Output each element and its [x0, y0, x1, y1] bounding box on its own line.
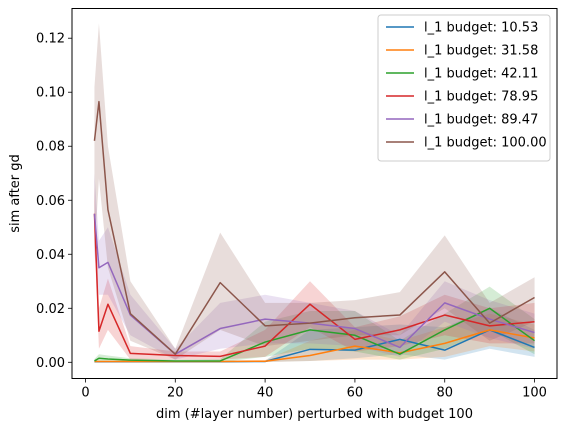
legend-label: l_1 budget: 10.53 [424, 21, 538, 36]
x-axis-label: dim (#layer number) perturbed with budge… [156, 407, 473, 422]
y-tick-label: 0.10 [36, 86, 65, 101]
x-axis-ticks: 0 20 40 60 80 100 [81, 378, 547, 401]
legend-label: l_1 budget: 42.11 [424, 67, 538, 82]
band-series-4 [94, 186, 535, 360]
band-series-5 [94, 173, 535, 360]
x-tick-label: 40 [257, 386, 274, 401]
band-series-2 [94, 313, 535, 363]
y-tick-label: 0.02 [36, 302, 65, 317]
x-tick-label: 20 [167, 386, 184, 401]
x-tick-label: 60 [347, 386, 364, 401]
legend-label: l_1 budget: 100.00 [424, 136, 547, 151]
plot-area-frame [71, 8, 558, 379]
legend: l_1 budget: 10.53 l_1 budget: 31.58 l_1 bu… [377, 14, 551, 162]
series-lines [93, 100, 535, 363]
x-tick-label: 0 [81, 386, 89, 401]
y-tick-label: 0.12 [36, 32, 65, 47]
legend-label: l_1 budget: 89.47 [424, 113, 538, 128]
line-series-6 [93, 100, 535, 355]
y-tick-label: 0.04 [36, 248, 65, 263]
y-axis-ticks: 0.00 0.02 0.04 0.06 0.08 0.10 0.12 [36, 32, 72, 371]
legend-label: l_1 budget: 78.95 [424, 90, 538, 105]
band-series-6 [94, 23, 535, 360]
y-tick-label: 0.08 [36, 140, 65, 155]
line-series-2 [94, 329, 535, 363]
band-series-1 [94, 308, 535, 363]
y-tick-label: 0.00 [36, 356, 65, 371]
line-series-5 [93, 213, 535, 355]
y-tick-label: 0.06 [36, 194, 65, 209]
y-axis-label: sim after gd [8, 154, 23, 233]
x-tick-label: 100 [522, 386, 547, 401]
legend-box [377, 14, 551, 162]
x-tick-label: 80 [436, 386, 453, 401]
line-series-3 [94, 307, 535, 362]
legend-label: l_1 budget: 31.58 [424, 44, 538, 59]
line-series-4 [93, 213, 535, 358]
